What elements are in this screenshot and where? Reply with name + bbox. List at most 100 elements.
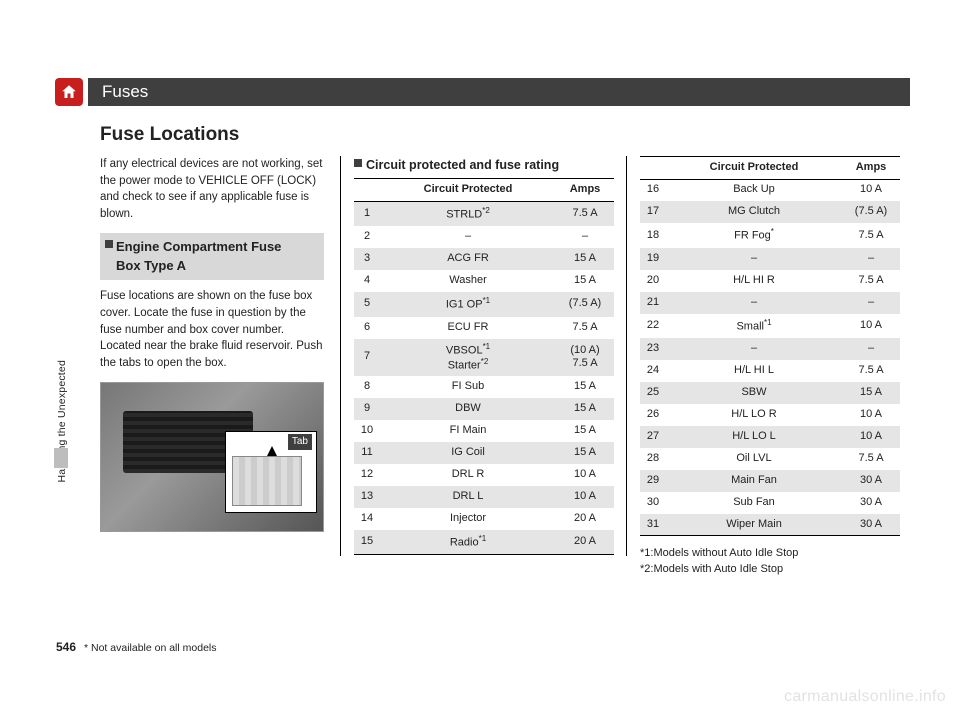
cell-amps: (10 A)7.5 A [556, 339, 614, 377]
th-amps: Amps [842, 157, 900, 180]
cell-circuit: MG Clutch [666, 201, 842, 223]
th-amps: Amps [556, 179, 614, 202]
cell-amps: 7.5 A [842, 270, 900, 292]
cell-num: 5 [354, 292, 380, 317]
side-tab [54, 448, 68, 468]
cell-circuit: ACG FR [380, 248, 556, 270]
table-row: 15Radio*120 A [354, 530, 614, 555]
table-row: 30Sub Fan30 A [640, 492, 900, 514]
cell-num: 20 [640, 270, 666, 292]
table-row: 16Back Up10 A [640, 179, 900, 201]
cell-num: 16 [640, 179, 666, 201]
cell-amps: 15 A [556, 376, 614, 398]
cell-circuit: Injector [380, 508, 556, 530]
table-row: 24H/L HI L7.5 A [640, 360, 900, 382]
subhead-line1: Engine Compartment Fuse [116, 238, 316, 257]
cell-amps: 20 A [556, 530, 614, 555]
table-row: 9DBW15 A [354, 398, 614, 420]
cell-circuit: Wiper Main [666, 514, 842, 536]
cell-circuit: DRL L [380, 486, 556, 508]
cell-circuit: Back Up [666, 179, 842, 201]
table-row: 1STRLD*27.5 A [354, 202, 614, 227]
cell-amps: 7.5 A [842, 223, 900, 248]
fuse-table-right: Circuit Protected Amps 16Back Up10 A17MG… [640, 156, 900, 536]
cell-circuit: IG1 OP*1 [380, 292, 556, 317]
intro-text: If any electrical devices are not workin… [100, 156, 324, 223]
cell-num: 19 [640, 248, 666, 270]
table-row: 18FR Fog*7.5 A [640, 223, 900, 248]
page-header: Fuses [88, 78, 910, 106]
cell-num: 24 [640, 360, 666, 382]
cell-amps: – [842, 292, 900, 314]
fuse-table-left: Circuit Protected Amps 1STRLD*27.5 A2––3… [354, 178, 614, 555]
cell-num: 18 [640, 223, 666, 248]
cell-circuit: – [666, 248, 842, 270]
cell-amps: 10 A [842, 179, 900, 201]
cell-amps: 30 A [842, 470, 900, 492]
table-row: 22Small*110 A [640, 314, 900, 339]
foot-note: * Not available on all models [84, 642, 217, 654]
cell-circuit: VBSOL*1Starter*2 [380, 339, 556, 377]
cell-amps: 10 A [842, 314, 900, 339]
table-row: 29Main Fan30 A [640, 470, 900, 492]
cell-num: 9 [354, 398, 380, 420]
cell-num: 31 [640, 514, 666, 536]
cell-circuit: – [666, 292, 842, 314]
cell-circuit: ECU FR [380, 317, 556, 339]
cell-num: 8 [354, 376, 380, 398]
table-row: 14Injector20 A [354, 508, 614, 530]
table-row: 25SBW15 A [640, 382, 900, 404]
table-row: 17MG Clutch(7.5 A) [640, 201, 900, 223]
table-row: 10FI Main15 A [354, 420, 614, 442]
table-row: 23–– [640, 338, 900, 360]
cell-amps: 10 A [556, 464, 614, 486]
cell-circuit: Radio*1 [380, 530, 556, 555]
table-row: 12DRL R10 A [354, 464, 614, 486]
cell-circuit: H/L HI L [666, 360, 842, 382]
cell-circuit: H/L LO L [666, 426, 842, 448]
cell-amps: 7.5 A [842, 448, 900, 470]
column-intro: If any electrical devices are not workin… [100, 156, 324, 532]
table-row: 6ECU FR7.5 A [354, 317, 614, 339]
table-row: 20H/L HI R7.5 A [640, 270, 900, 292]
cell-num: 26 [640, 404, 666, 426]
page-number: 546 [56, 640, 76, 654]
table-row: 8FI Sub15 A [354, 376, 614, 398]
section-title: Fuse Locations [100, 124, 239, 146]
cell-amps: 10 A [842, 426, 900, 448]
table-row: 4Washer15 A [354, 270, 614, 292]
cell-num: 7 [354, 339, 380, 377]
cell-amps: 15 A [842, 382, 900, 404]
table-row: 7VBSOL*1Starter*2(10 A)7.5 A [354, 339, 614, 377]
cell-circuit: DRL R [380, 464, 556, 486]
column-divider [626, 156, 627, 556]
subhead-engine-fusebox: Engine Compartment Fuse Box Type A [100, 233, 324, 281]
cell-num: 12 [354, 464, 380, 486]
cell-amps: 10 A [556, 486, 614, 508]
cell-num: 14 [354, 508, 380, 530]
cell-circuit: STRLD*2 [380, 202, 556, 227]
cell-amps: 15 A [556, 270, 614, 292]
home-icon[interactable] [55, 78, 83, 106]
cell-num: 13 [354, 486, 380, 508]
cell-num: 21 [640, 292, 666, 314]
cell-num: 30 [640, 492, 666, 514]
cell-amps: 7.5 A [556, 317, 614, 339]
table-row: 26H/L LO R10 A [640, 404, 900, 426]
cell-num: 28 [640, 448, 666, 470]
cell-num: 23 [640, 338, 666, 360]
cell-num: 3 [354, 248, 380, 270]
fusebox-photo: Tab [100, 382, 324, 532]
cell-amps: 7.5 A [842, 360, 900, 382]
cell-circuit: FI Sub [380, 376, 556, 398]
cell-circuit: Washer [380, 270, 556, 292]
cell-amps: 15 A [556, 248, 614, 270]
column-table-left: Circuit protected and fuse rating Circui… [354, 156, 614, 555]
table-row: 5IG1 OP*1(7.5 A) [354, 292, 614, 317]
cell-amps: (7.5 A) [556, 292, 614, 317]
cell-circuit: IG Coil [380, 442, 556, 464]
cell-circuit: Small*1 [666, 314, 842, 339]
cell-amps: – [842, 338, 900, 360]
cell-num: 29 [640, 470, 666, 492]
cell-amps: 30 A [842, 514, 900, 536]
